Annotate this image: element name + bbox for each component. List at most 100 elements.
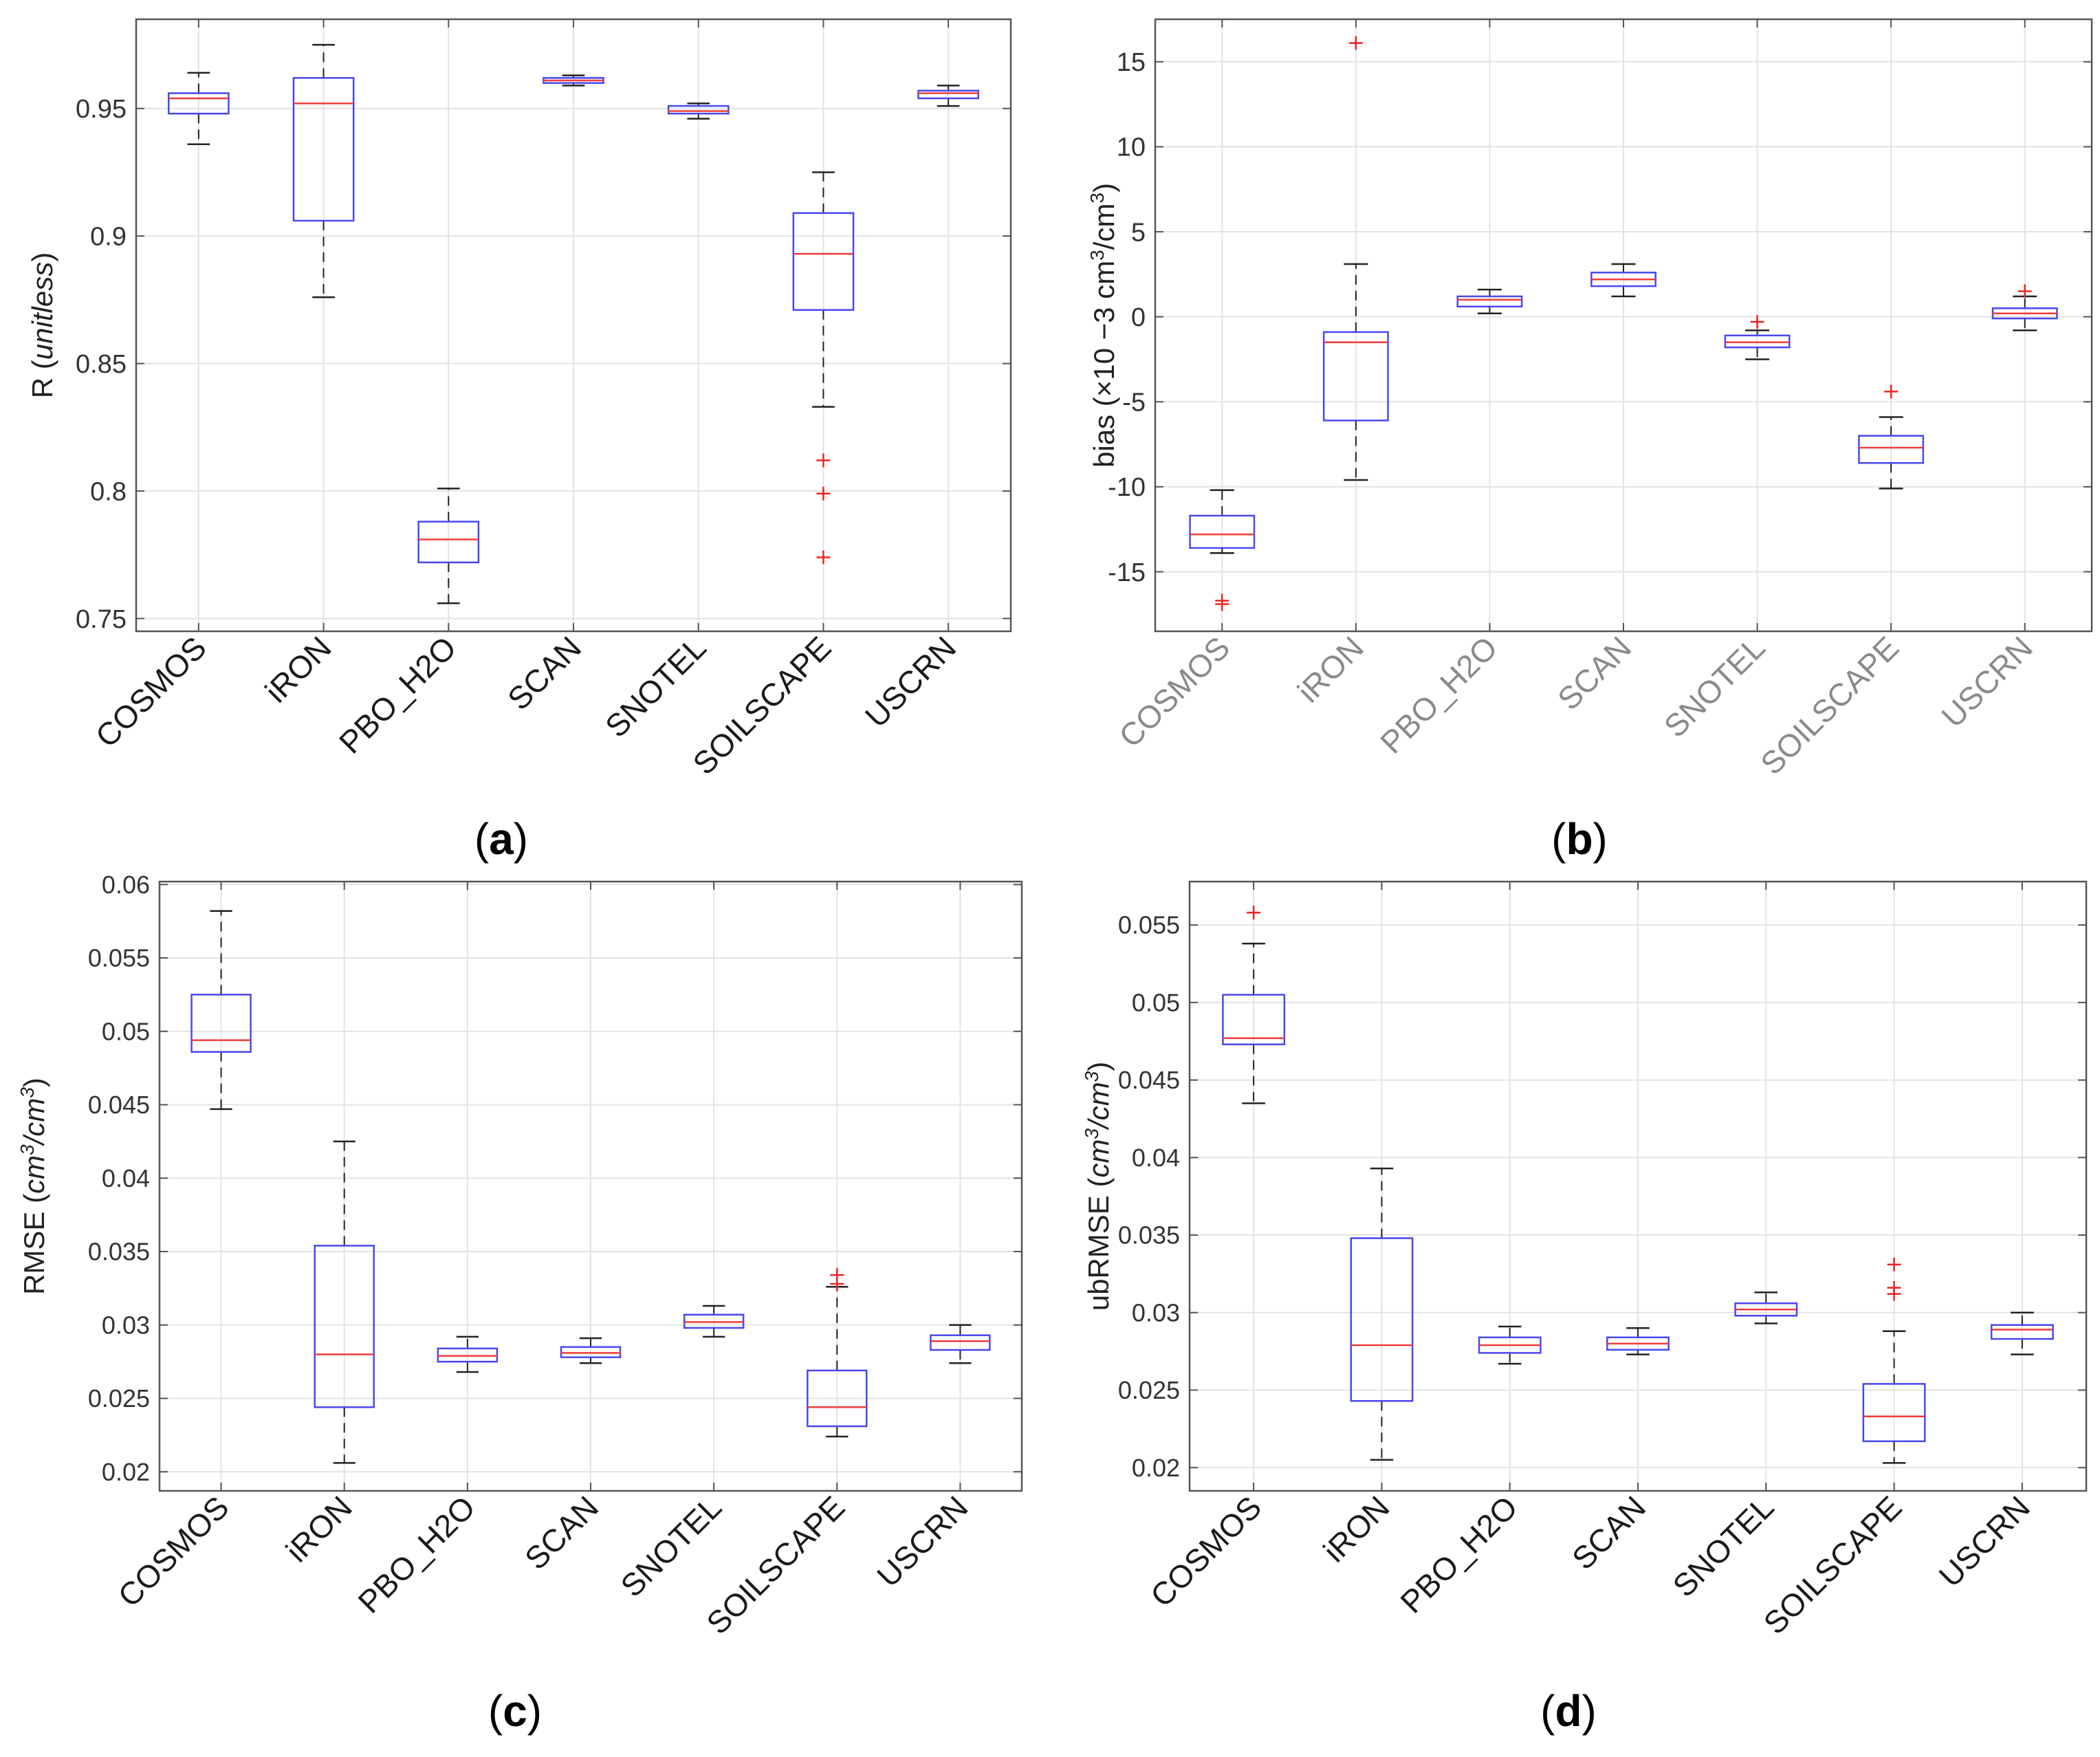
y-tick-label: 5 [1131, 218, 1146, 247]
x-category-label: SNOTEL [613, 1489, 728, 1604]
y-tick-label: 0.85 [76, 350, 127, 379]
box-iqr [1990, 1324, 2054, 1340]
y-axis-label-part: /cm [18, 1098, 50, 1147]
box-SCAN [560, 1337, 622, 1364]
x-category-label: SNOTEL [598, 629, 713, 744]
y-axis-label-part: 3 [1086, 193, 1108, 204]
x-category-label: COSMOS [89, 629, 213, 754]
box-COSMOS [1189, 489, 1256, 611]
panel-label-part: ) [527, 1686, 542, 1736]
x-category-label: USCRN [1932, 1489, 2037, 1593]
outlier-marker [816, 486, 831, 501]
outlier-marker [1348, 36, 1363, 50]
box-COSMOS [1222, 906, 1286, 1104]
box-iqr [292, 77, 355, 222]
box-iRON [1322, 36, 1389, 481]
outlier-marker [1215, 597, 1229, 611]
box-iqr [1222, 994, 1286, 1045]
y-tick-label: 0.04 [102, 1164, 150, 1192]
box-iqr [917, 89, 980, 100]
x-category-label: SCAN [1565, 1489, 1652, 1576]
box-iqr [1858, 435, 1925, 464]
y-axis-label-part: cm [1082, 1139, 1115, 1178]
y-axis-label-part: /cm [1088, 204, 1120, 250]
y-tick-label: 0.035 [1118, 1221, 1180, 1249]
y-axis-label: R (unitless) [26, 252, 58, 398]
box-iRON [1350, 1167, 1414, 1461]
x-category-label: SCAN [1551, 629, 1638, 717]
outlier-marker [2017, 284, 2032, 298]
box-iqr [1456, 295, 1523, 308]
panel-label-part: ( [1551, 814, 1566, 864]
box-iqr [792, 212, 855, 312]
box-COSMOS [190, 910, 252, 1111]
box-iqr [1189, 514, 1256, 549]
plot-frame [1154, 18, 2093, 633]
box-iqr [314, 1245, 375, 1408]
y-axis-label-part: cm [18, 1155, 50, 1194]
y-tick-label: 0.75 [76, 605, 127, 634]
y-tick-label: -5 [1122, 389, 1146, 417]
outlier-marker [830, 1276, 844, 1291]
y-tick-label: 0.9 [90, 223, 127, 252]
y-tick-label: 0.06 [102, 871, 150, 899]
box-USCRN [1991, 284, 2058, 331]
x-category-label: COSMOS [1112, 629, 1236, 754]
y-tick-label: 0.03 [102, 1311, 150, 1339]
box-SNOTEL [667, 102, 730, 120]
x-category-label: iRON [1316, 1489, 1396, 1569]
x-category-label: PBO_H2O [1373, 629, 1504, 760]
panel-label-part: ( [488, 1686, 503, 1736]
box-iRON [292, 43, 355, 298]
panel-label-part: ( [474, 814, 489, 864]
plot-frame [158, 880, 1023, 1492]
box-SOILSCAPE [807, 1268, 868, 1438]
y-tick-label: 0.055 [1118, 911, 1180, 939]
y-axis-label-part: 3 [17, 1087, 38, 1098]
box-SCAN [1606, 1327, 1670, 1355]
outlier-marker [816, 453, 831, 468]
x-category-label: COSMOS [1144, 1489, 1268, 1613]
y-tick-label: 0.02 [1132, 1454, 1180, 1482]
y-axis-label-part: ) [1088, 183, 1120, 193]
box-SCAN [1590, 263, 1656, 298]
x-category-label: USCRN [858, 629, 963, 734]
y-tick-label: 0.025 [88, 1384, 150, 1412]
y-tick-label: 0.8 [90, 477, 127, 506]
y-tick-label: 0.045 [1118, 1066, 1180, 1094]
box-SNOTEL [1724, 315, 1791, 360]
box-USCRN [917, 85, 980, 107]
box-iqr [167, 92, 230, 115]
y-axis-label-part: RMSE ( [18, 1194, 50, 1295]
box-SNOTEL [1734, 1291, 1798, 1324]
panel-label: (d) [1540, 1686, 1597, 1736]
box-PBO_H2O [1478, 1325, 1542, 1365]
y-axis-label-part: 3 [17, 1144, 38, 1155]
y-tick-label: 0.02 [102, 1458, 150, 1486]
box-COSMOS [167, 72, 230, 145]
y-tick-label: 0 [1131, 303, 1146, 332]
panel-label: (c) [488, 1686, 542, 1736]
outlier-marker [1887, 1287, 1901, 1301]
panel-label-part: ( [1540, 1686, 1555, 1736]
y-axis-label-part: unitless [26, 262, 58, 360]
y-axis-label-part: −3 [1088, 307, 1120, 348]
y-tick-label: 0.04 [1132, 1144, 1180, 1172]
panel-label-part: ) [1593, 814, 1608, 864]
y-axis-label-part: 3 [1086, 250, 1108, 261]
panel-label-part: a [489, 814, 514, 864]
y-axis-label: bias (×10 −3 cm3/cm3) [1086, 183, 1121, 468]
y-tick-label: -15 [1108, 558, 1146, 587]
box-SOILSCAPE [1858, 384, 1925, 490]
panel-label: (b) [1551, 814, 1608, 864]
plot-frame [1188, 880, 2088, 1492]
panel-label: (a) [474, 814, 528, 864]
panel-label-part: ) [1582, 1686, 1597, 1736]
x-category-label: iRON [1291, 629, 1370, 709]
y-tick-label: 0.025 [1118, 1376, 1180, 1404]
x-category-label: PBO_H2O [351, 1489, 481, 1619]
chart-panel-b: -15 -10 -5 0 5 10 15 COSMOS iRON PBO_H2O SCAN SNOTE… [1086, 18, 2093, 864]
panel-label-part: b [1566, 814, 1593, 864]
box-iqr [1322, 331, 1389, 422]
